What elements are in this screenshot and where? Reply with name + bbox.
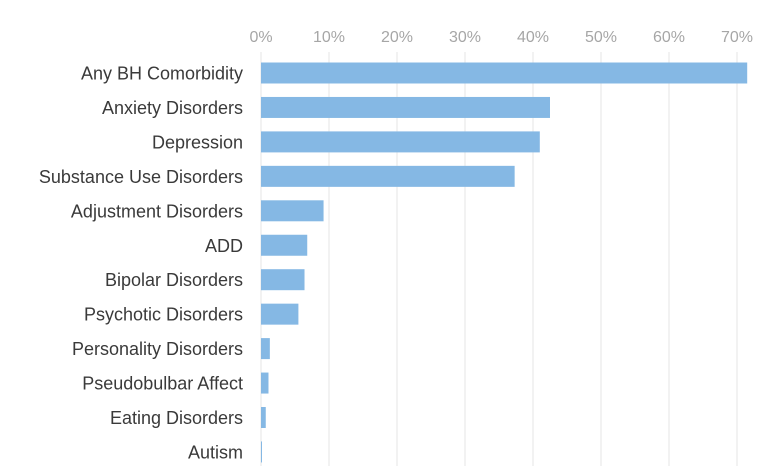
bar (261, 269, 305, 291)
category-label: Anxiety Disorders (102, 98, 243, 118)
category-label: Eating Disorders (110, 408, 243, 428)
category-label: Any BH Comorbidity (81, 64, 243, 84)
bar (261, 96, 550, 118)
gridlines (260, 52, 738, 466)
category-labels: Any BH Comorbidity Anxiety Disorders Depre… (39, 64, 243, 463)
bar (261, 165, 515, 187)
bar (261, 62, 748, 84)
x-tick-label: 20% (381, 29, 413, 46)
x-tick-label: 70% (721, 29, 753, 46)
category-label: Depression (152, 132, 243, 152)
x-tick-label: 50% (585, 29, 617, 46)
bar (261, 200, 324, 222)
x-tick-label: 40% (517, 29, 549, 46)
bar (261, 338, 270, 360)
category-label: Bipolar Disorders (105, 270, 243, 290)
category-label: Psychotic Disorders (84, 305, 243, 325)
category-label: Adjustment Disorders (71, 201, 243, 221)
bar (261, 234, 308, 256)
category-label: Autism (188, 442, 243, 462)
x-tick-label: 60% (653, 29, 685, 46)
category-label: Personality Disorders (72, 339, 243, 359)
bars (261, 62, 748, 463)
x-axis-ticks: 0% 10% 20% 30% 40% 50% 60% 70% (249, 29, 753, 46)
bar (261, 131, 540, 153)
x-tick-label: 0% (249, 29, 272, 46)
category-label: Pseudobulbar Affect (82, 374, 243, 394)
x-tick-label: 30% (449, 29, 481, 46)
bar (261, 303, 299, 325)
category-label: ADD (205, 236, 243, 256)
category-label: Substance Use Disorders (39, 167, 243, 187)
bar (261, 372, 269, 394)
bar (261, 407, 266, 428)
x-tick-label: 10% (313, 29, 345, 46)
bar (261, 441, 262, 463)
